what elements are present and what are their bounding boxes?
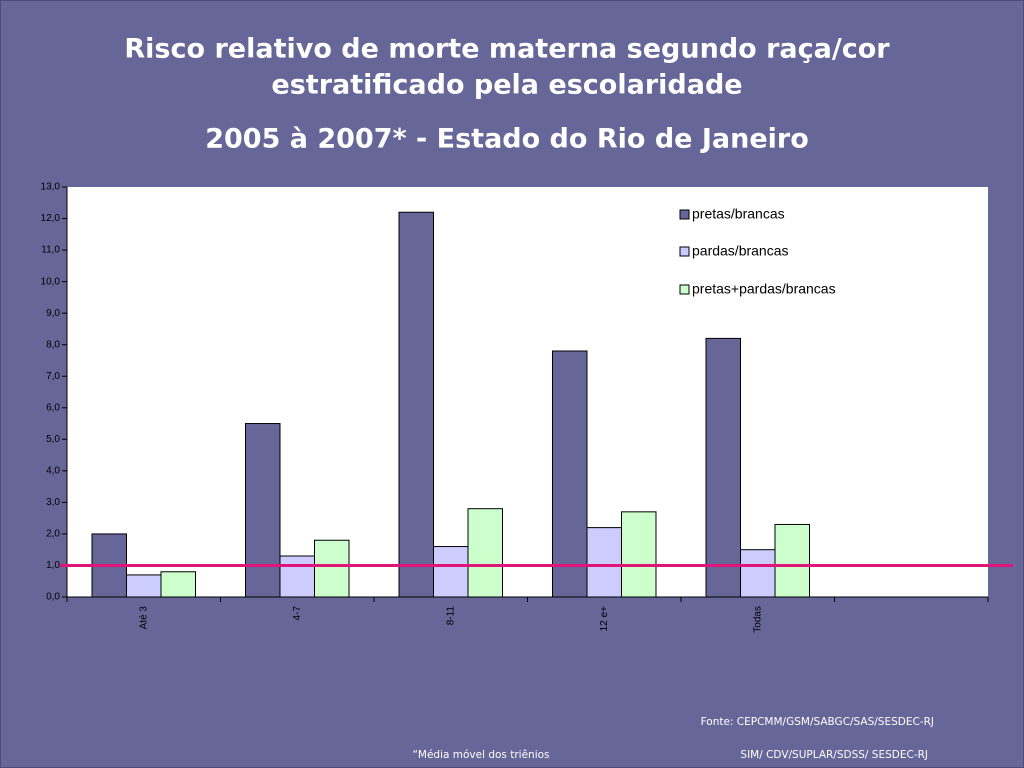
chart-title: estratificado pela escolaridade	[271, 70, 742, 101]
y-tick-label: 6,0	[46, 402, 60, 413]
bar	[467, 508, 503, 598]
y-tick-label: 1,0	[46, 560, 60, 571]
x-tick-label: 4-7	[292, 606, 303, 621]
y-tick-label: 11,0	[41, 245, 60, 256]
y-tick-label: 3,0	[46, 497, 60, 508]
legend-swatch	[679, 209, 690, 220]
bar	[552, 350, 588, 598]
chart-title: Risco relativo de morte materna segundo …	[124, 34, 890, 65]
bar	[433, 546, 469, 598]
y-tick-label: 7,0	[46, 371, 60, 382]
bar	[245, 423, 281, 598]
footnote: “Média móvel dos triênios	[412, 749, 549, 761]
x-tick-label: 8-11	[445, 606, 456, 626]
bar	[279, 555, 315, 598]
plot-area	[67, 187, 988, 597]
y-tick-label: 8,0	[46, 339, 60, 350]
x-tick-label: 12 e+	[599, 606, 610, 631]
bar	[705, 337, 741, 598]
bar	[314, 539, 350, 598]
legend-swatch	[679, 284, 690, 295]
y-tick-label: 12,0	[41, 213, 61, 224]
source: SIM/ CDV/SUPLAR/SDSS/ SESDEC-RJ	[740, 749, 928, 761]
bar	[160, 571, 196, 598]
legend-label: pretas+pardas/brancas	[692, 281, 836, 297]
x-tick-label: Todas	[752, 606, 763, 633]
y-tick-label: 5,0	[46, 434, 60, 445]
y-tick-label: 0,0	[46, 592, 60, 603]
y-tick-label: 13,0	[41, 182, 61, 193]
legend-swatch	[679, 246, 690, 257]
bar	[774, 523, 810, 598]
bar	[740, 549, 776, 598]
bar	[621, 511, 657, 598]
bar	[126, 574, 162, 598]
y-tick-label: 10,0	[41, 276, 61, 287]
x-tick-label: Até 3	[138, 606, 149, 630]
y-tick-label: 9,0	[46, 308, 60, 319]
source: Fonte: CEPCMM/GSM/SABGC/SAS/SESDEC-RJ	[701, 716, 934, 728]
y-tick-label: 2,0	[46, 529, 60, 540]
legend-label: pretas/brancas	[692, 206, 785, 222]
bar	[586, 527, 622, 598]
legend-label: pardas/brancas	[692, 243, 789, 259]
chart-subtitle: 2005 à 2007* - Estado do Rio de Janeiro	[205, 124, 809, 155]
bar	[398, 211, 434, 598]
y-tick-label: 4,0	[46, 465, 60, 476]
